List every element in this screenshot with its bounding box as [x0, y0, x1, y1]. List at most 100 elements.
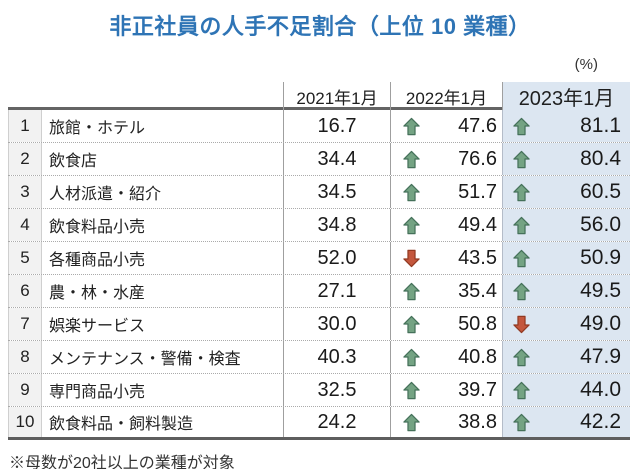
- trend-arrow-icon: [402, 315, 421, 334]
- industry-cell: 飲食店: [49, 153, 98, 170]
- value-2022-cell: 40.8: [390, 341, 502, 373]
- table-row: 9 専門商品小売 32.5 39.7 44.0: [8, 374, 630, 407]
- rank-cell: 2: [8, 143, 42, 175]
- value-2023: 44.0: [580, 378, 621, 401]
- trend-arrow-icon: [512, 249, 531, 268]
- header-industry-blank: [42, 82, 283, 111]
- value-2022: 47.6: [458, 114, 497, 137]
- page-title: 非正社員の人手不足割合（上位 10 業種）: [109, 14, 531, 39]
- trend-arrow-icon: [512, 381, 531, 400]
- shortage-ranking-table: 2021年1月 2022年1月 2023年1月 1 旅館・ホテル 16.7 47…: [8, 82, 630, 440]
- column-header-2022: 2022年1月: [390, 82, 502, 111]
- trend-arrow-icon: [512, 150, 531, 169]
- value-2021-cell: 34.8: [283, 209, 390, 241]
- trend-arrow-icon: [512, 183, 531, 202]
- table-row: 5 各種商品小売 52.0 43.5 50.9: [8, 242, 630, 275]
- value-2023: 49.0: [580, 312, 621, 335]
- value-2021-cell: 34.5: [283, 176, 390, 208]
- unit-label: (%): [574, 56, 598, 73]
- value-2022-cell: 47.6: [390, 110, 502, 142]
- table-row: 7 娯楽サービス 30.0 50.8 49.0: [8, 308, 630, 341]
- table-row: 8 メンテナンス・警備・検査 40.3 40.8 47.9: [8, 341, 630, 374]
- value-2021-cell: 24.2: [283, 407, 390, 437]
- value-2023: 81.1: [580, 114, 621, 137]
- trend-arrow-icon: [512, 348, 531, 367]
- table-row: 6 農・林・水産 27.1 35.4 49.5: [8, 275, 630, 308]
- value-2022: 38.8: [458, 410, 497, 433]
- value-2022: 43.5: [458, 246, 497, 269]
- table-row: 2 飲食店 34.4 76.6 80.4: [8, 143, 630, 176]
- value-2023-cell: 42.2: [502, 407, 630, 437]
- trend-arrow-icon: [402, 117, 421, 136]
- value-2021-cell: 52.0: [283, 242, 390, 274]
- value-2021-cell: 34.4: [283, 143, 390, 175]
- value-2023-cell: 44.0: [502, 374, 630, 406]
- value-2022: 76.6: [458, 147, 497, 170]
- value-2021-cell: 16.7: [283, 110, 390, 142]
- value-2023: 56.0: [580, 213, 621, 236]
- table-row: 1 旅館・ホテル 16.7 47.6 81.1: [8, 110, 630, 143]
- value-2023-cell: 81.1: [502, 110, 630, 142]
- value-2023: 60.5: [580, 180, 621, 203]
- value-2022: 50.8: [458, 312, 497, 335]
- rank-cell: 3: [8, 176, 42, 208]
- value-2022-cell: 49.4: [390, 209, 502, 241]
- value-2022-cell: 38.8: [390, 407, 502, 437]
- value-2022-cell: 51.7: [390, 176, 502, 208]
- trend-arrow-icon: [402, 249, 421, 268]
- rank-cell: 10: [8, 407, 42, 437]
- trend-arrow-icon: [402, 183, 421, 202]
- value-2023-cell: 56.0: [502, 209, 630, 241]
- industry-cell: メンテナンス・警備・検査: [49, 351, 241, 368]
- industry-cell: 娯楽サービス: [49, 318, 146, 335]
- rank-cell: 8: [8, 341, 42, 373]
- industry-cell: 飲食料品・飼料製造: [49, 416, 194, 433]
- value-2021-cell: 32.5: [283, 374, 390, 406]
- value-2022-cell: 43.5: [390, 242, 502, 274]
- industry-cell: 各種商品小売: [49, 252, 146, 269]
- value-2023-cell: 49.5: [502, 275, 630, 307]
- value-2021-cell: 30.0: [283, 308, 390, 340]
- value-2022-cell: 35.4: [390, 275, 502, 307]
- trend-arrow-icon: [402, 413, 421, 432]
- figure-root: 非正社員の人手不足割合（上位 10 業種） (%) 2021年1月 2022年1…: [0, 9, 640, 469]
- trend-arrow-icon: [512, 413, 531, 432]
- value-2022: 39.7: [458, 378, 497, 401]
- trend-arrow-icon: [402, 150, 421, 169]
- value-2023: 80.4: [580, 147, 621, 170]
- header-rank-blank: [8, 82, 42, 111]
- value-2023-cell: 80.4: [502, 143, 630, 175]
- value-2022-cell: 76.6: [390, 143, 502, 175]
- value-2022: 49.4: [458, 213, 497, 236]
- trend-arrow-icon: [512, 315, 531, 334]
- rank-cell: 7: [8, 308, 42, 340]
- trend-arrow-icon: [402, 348, 421, 367]
- rank-cell: 4: [8, 209, 42, 241]
- value-2023-cell: 49.0: [502, 308, 630, 340]
- value-2022: 51.7: [458, 180, 497, 203]
- trend-arrow-icon: [512, 282, 531, 301]
- industry-cell: 専門商品小売: [49, 384, 146, 401]
- table-header-row: 2021年1月 2022年1月 2023年1月: [8, 82, 630, 111]
- column-header-2023: 2023年1月: [502, 82, 630, 111]
- trend-arrow-icon: [402, 216, 421, 235]
- value-2021-cell: 27.1: [283, 275, 390, 307]
- trend-arrow-icon: [402, 282, 421, 301]
- table-row: 10 飲食料品・飼料製造 24.2 38.8 42.2: [8, 407, 630, 440]
- rank-cell: 1: [8, 110, 42, 142]
- column-header-2021: 2021年1月: [283, 82, 390, 111]
- value-2021-cell: 40.3: [283, 341, 390, 373]
- rank-cell: 5: [8, 242, 42, 274]
- value-2023: 42.2: [580, 410, 621, 433]
- industry-cell: 飲食料品小売: [49, 219, 146, 236]
- table-row: 3 人材派遣・紹介 34.5 51.7 60.5: [8, 176, 630, 209]
- rank-cell: 9: [8, 374, 42, 406]
- value-2022-cell: 39.7: [390, 374, 502, 406]
- value-2023: 49.5: [580, 279, 621, 302]
- trend-arrow-icon: [512, 117, 531, 136]
- industry-cell: 人材派遣・紹介: [49, 186, 162, 203]
- value-2023: 50.9: [580, 246, 621, 269]
- table-row: 4 飲食料品小売 34.8 49.4 56.0: [8, 209, 630, 242]
- rank-cell: 6: [8, 275, 42, 307]
- value-2023-cell: 60.5: [502, 176, 630, 208]
